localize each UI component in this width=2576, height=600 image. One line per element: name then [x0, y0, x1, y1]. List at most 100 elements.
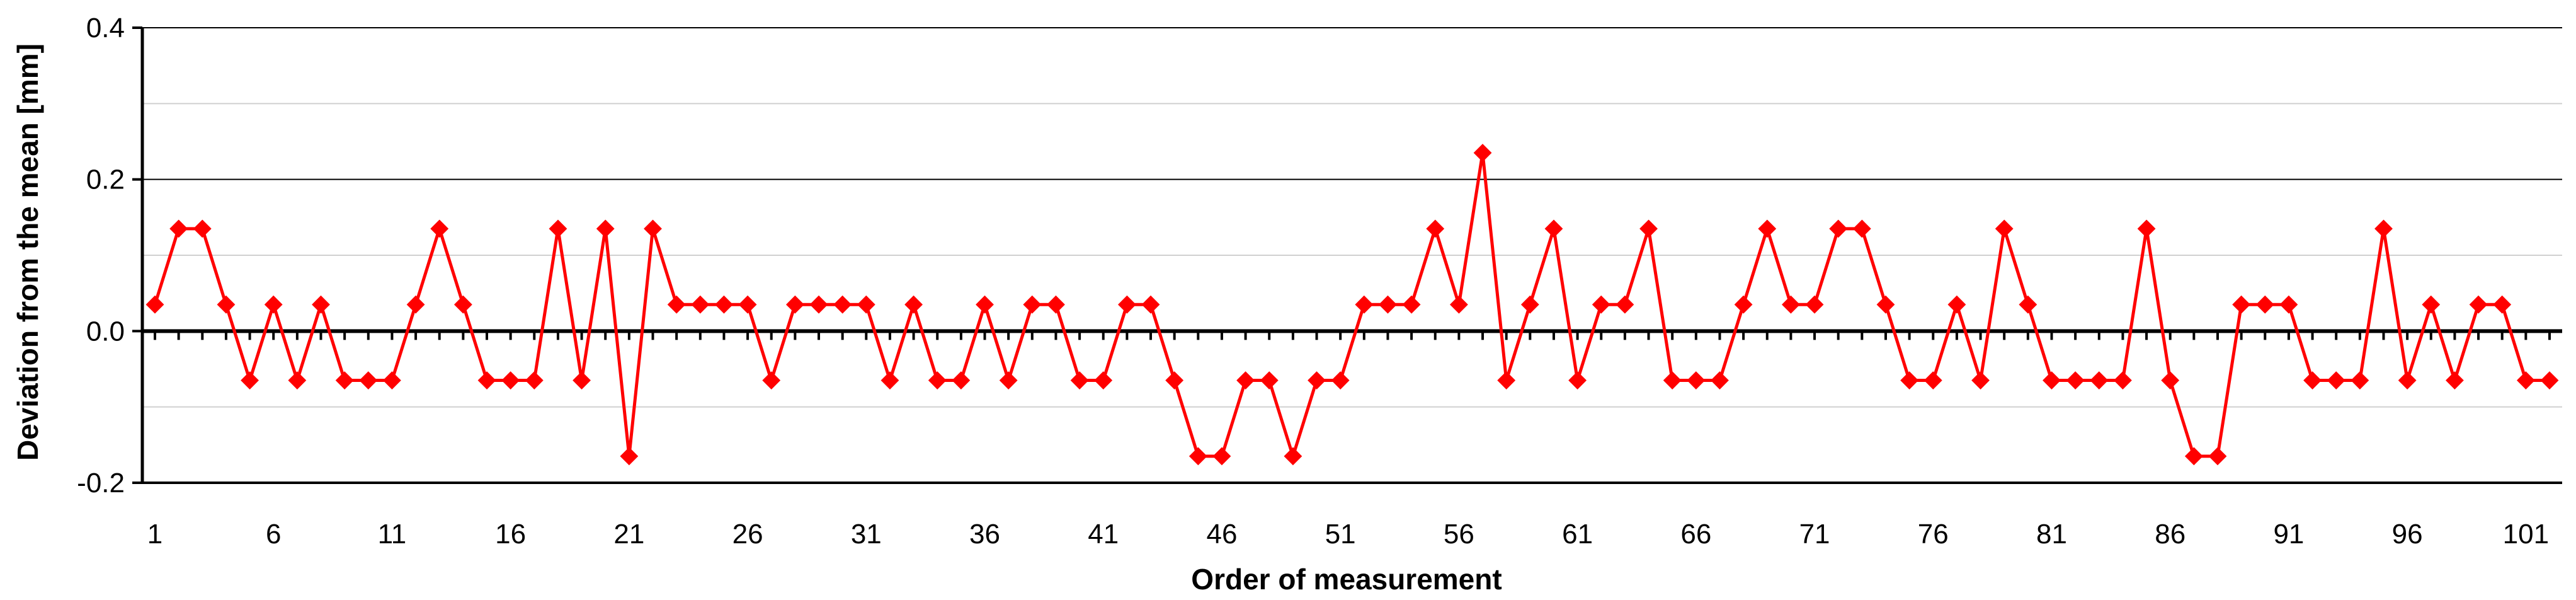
data-point-marker: [667, 295, 686, 314]
data-point-marker: [1687, 371, 1706, 389]
y-tick-label: 0.2: [86, 164, 125, 195]
data-point-marker: [241, 371, 259, 389]
data-point-marker: [1734, 295, 1753, 314]
data-point-marker: [2540, 371, 2559, 389]
data-point-marker: [1117, 295, 1136, 314]
data-point-marker: [620, 447, 639, 466]
data-point-marker: [2374, 219, 2393, 238]
data-point-marker: [1805, 295, 1824, 314]
data-point-marker: [1449, 295, 1468, 314]
data-point-marker: [952, 371, 971, 389]
data-point-marker: [430, 219, 449, 238]
data-point-marker: [2137, 219, 2156, 238]
data-point-marker: [2019, 295, 2037, 314]
x-tick-label: 51: [1325, 519, 1356, 550]
data-point-marker: [1236, 371, 1255, 389]
data-point-marker: [1047, 295, 1065, 314]
data-series: [153, 151, 2550, 458]
data-point-marker: [549, 219, 567, 238]
data-point-marker: [1829, 219, 1848, 238]
x-tick-label: 36: [969, 519, 1000, 550]
x-tick-label: 26: [732, 519, 763, 550]
data-point-marker: [2184, 447, 2203, 466]
x-tick-label: 16: [495, 519, 526, 550]
data-point-marker: [1616, 295, 1634, 314]
data-point-marker: [193, 219, 212, 238]
data-point-marker: [525, 371, 544, 389]
data-point-marker: [288, 371, 307, 389]
y-tick-labels: -0.2 0.0 0.2 0.4: [77, 13, 125, 499]
x-tick-label: 96: [2392, 519, 2423, 550]
data-point-marker: [2398, 371, 2417, 389]
data-point-marker: [1426, 219, 1445, 238]
data-point-marker: [1165, 371, 1184, 389]
data-point-marker: [2161, 371, 2180, 389]
data-point-marker: [2043, 371, 2061, 389]
data-point-marker: [1758, 219, 1777, 238]
y-tick-label: -0.2: [77, 468, 125, 499]
data-point-marker: [2208, 447, 2227, 466]
data-point-marker: [1331, 371, 1350, 389]
data-point-marker: [2114, 371, 2132, 389]
data-point-marker: [477, 371, 496, 389]
data-point-marker: [1639, 219, 1658, 238]
x-axis-title: Order of measurement: [1191, 563, 1502, 596]
data-point-marker: [501, 371, 520, 389]
data-point-marker: [359, 371, 378, 389]
data-point-marker: [1852, 219, 1871, 238]
data-point-marker: [2303, 371, 2322, 389]
x-tick-labels: 1 6 11 16 21 26 31 36 41 46 51 56 61 66 71 76 81 86 91 96 10…: [147, 519, 2549, 550]
x-tick-label: 6: [266, 519, 281, 550]
data-point-marker: [264, 295, 283, 314]
gridlines: [142, 27, 2562, 408]
data-point-marker: [1023, 295, 1042, 314]
data-point-marker: [1212, 447, 1231, 466]
x-tick-label: 61: [1562, 519, 1593, 550]
data-point-marker: [1473, 144, 1492, 162]
data-point-marker: [881, 371, 899, 389]
data-point-marker: [1308, 371, 1326, 389]
data-point-marker: [1995, 219, 2014, 238]
x-tick-label: 56: [1444, 519, 1474, 550]
y-tick-label: 0.0: [86, 316, 125, 347]
data-point-marker: [1971, 371, 1990, 389]
x-tick-label: 11: [378, 519, 407, 550]
data-point-marker: [453, 295, 472, 314]
data-point-marker: [715, 295, 733, 314]
x-tick-label: 76: [1918, 519, 1949, 550]
data-point-marker: [999, 371, 1018, 389]
data-point-marker: [1070, 371, 1089, 389]
data-point-marker: [169, 219, 188, 238]
data-point-marker: [1663, 371, 1682, 389]
data-point-marker: [1520, 295, 1539, 314]
data-point-marker: [1379, 295, 1397, 314]
data-point-marker: [1544, 219, 1563, 238]
x-tick-label: 86: [2155, 519, 2186, 550]
data-point-marker: [1188, 447, 1207, 466]
data-point-marker: [2493, 295, 2512, 314]
data-point-marker: [573, 371, 591, 389]
data-point-marker: [2516, 371, 2535, 389]
data-point-marker: [833, 295, 852, 314]
data-point-marker: [644, 219, 662, 238]
axes: [132, 26, 2562, 484]
data-point-marker: [1568, 371, 1587, 389]
data-point-marker: [738, 295, 757, 314]
data-point-marker: [217, 295, 236, 314]
data-point-marker: [2446, 371, 2464, 389]
data-point-marker: [1876, 295, 1895, 314]
data-point-marker: [383, 371, 401, 389]
data-point-marker: [1592, 295, 1610, 314]
data-point-marker: [1094, 371, 1113, 389]
data-point-marker: [312, 295, 330, 314]
data-point-marker: [904, 295, 923, 314]
x-tick-label: 101: [2503, 519, 2549, 550]
data-point-marker: [785, 295, 804, 314]
data-point-marker: [976, 295, 994, 314]
data-point-marker: [1355, 295, 1374, 314]
data-point-marker: [2279, 295, 2298, 314]
data-point-marker: [762, 371, 781, 389]
data-point-marker: [406, 295, 425, 314]
x-tick-label: 91: [2273, 519, 2304, 550]
